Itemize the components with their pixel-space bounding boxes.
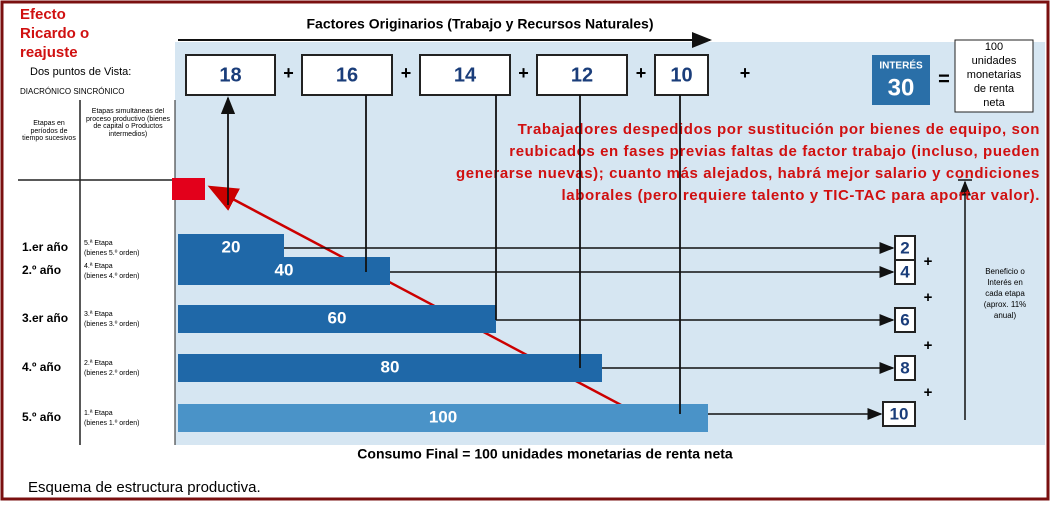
benefit-box bbox=[894, 355, 916, 381]
plus: + bbox=[740, 63, 751, 83]
factor-box bbox=[185, 54, 276, 96]
annotation: Trabajadores despedidos por sustitución … bbox=[518, 121, 1040, 138]
column-header-text: Etapas en períodos de tiempo sucesivos bbox=[22, 120, 76, 143]
factor-value: 18 bbox=[219, 64, 241, 86]
annotation: laborales (pero requiere talento y TIC-T… bbox=[562, 187, 1040, 204]
factor-box bbox=[536, 54, 628, 96]
title: reajuste bbox=[20, 44, 78, 61]
column-header: Etapas en períodos de tiempo sucesivos bbox=[22, 120, 76, 143]
benefit-value: 6 bbox=[900, 310, 909, 329]
benefit-value: 8 bbox=[900, 358, 909, 377]
stage: (bienes 5.º orden) bbox=[84, 250, 139, 257]
bar-value: 20 bbox=[222, 237, 241, 256]
top-label: Factores Originarios (Trabajo y Recursos… bbox=[306, 16, 653, 32]
bar-value: 80 bbox=[381, 357, 400, 376]
factor-box bbox=[301, 54, 393, 96]
stage: (bienes 3.º orden) bbox=[84, 321, 139, 328]
year: 2.º año bbox=[22, 263, 61, 277]
net-income: unidades bbox=[972, 55, 1017, 67]
stage: (bienes 4.º orden) bbox=[84, 273, 139, 280]
stage: 3.ª Etapa bbox=[84, 311, 113, 318]
stage: 4.ª Etapa bbox=[84, 263, 113, 270]
footer: Consumo Final = 100 unidades monetarias … bbox=[357, 446, 733, 462]
plus: + bbox=[283, 63, 294, 83]
plus: + bbox=[924, 337, 933, 354]
factor-value: 14 bbox=[454, 64, 477, 86]
annotation: reubicados en fases previas faltas de fa… bbox=[509, 143, 1040, 160]
plus: + bbox=[401, 63, 412, 83]
interest-label: INTERÉS bbox=[879, 59, 923, 72]
subtitle: Dos puntos de Vista: bbox=[30, 66, 131, 78]
plus: + bbox=[924, 253, 933, 270]
benefit-label: (aprox. 11% bbox=[984, 300, 1027, 309]
net-income: 100 bbox=[985, 41, 1003, 53]
caption: Esquema de estructura productiva. bbox=[28, 479, 261, 496]
year: 5.º año bbox=[22, 410, 61, 424]
bar bbox=[178, 354, 602, 382]
interest-value: 30 bbox=[888, 74, 915, 101]
stage: (bienes 2.º orden) bbox=[84, 370, 139, 377]
benefit-box bbox=[894, 307, 916, 333]
benefit-label: Interés en bbox=[987, 278, 1023, 287]
title: Ricardo o bbox=[20, 25, 89, 42]
benefit-box bbox=[894, 259, 916, 285]
year: 1.er año bbox=[22, 240, 68, 254]
factor-box bbox=[654, 54, 709, 96]
net-income: neta bbox=[983, 97, 1005, 109]
bar-value: 60 bbox=[328, 308, 347, 327]
red-square bbox=[172, 178, 205, 200]
stage: 2.ª Etapa bbox=[84, 360, 113, 367]
benefit-box bbox=[882, 401, 916, 427]
net-income: de renta bbox=[974, 83, 1015, 95]
benefit-label: cada etapa bbox=[985, 289, 1025, 298]
equals: = bbox=[938, 68, 950, 90]
stage: 5.ª Etapa bbox=[84, 240, 113, 247]
column-header: Etapas simultáneas del proceso productiv… bbox=[85, 108, 171, 139]
bar-value: 40 bbox=[275, 260, 294, 279]
net-income-box bbox=[954, 39, 1034, 113]
bar bbox=[178, 257, 390, 285]
plus: + bbox=[924, 289, 933, 306]
title: Efecto bbox=[20, 6, 66, 23]
annotation: generarse nuevas); cuanto más alejados, … bbox=[456, 165, 1040, 182]
interest-box bbox=[872, 55, 930, 105]
views: DIACRÓNICO SINCRÓNICO bbox=[20, 87, 124, 96]
plus: + bbox=[924, 384, 933, 401]
year: 4.º año bbox=[22, 360, 61, 374]
factor-value: 10 bbox=[670, 64, 692, 86]
column-header-text: Etapas simultáneas del proceso productiv… bbox=[85, 108, 171, 139]
bar-value: 100 bbox=[429, 407, 457, 426]
factor-value: 16 bbox=[336, 64, 358, 86]
year: 3.er año bbox=[22, 311, 68, 325]
benefit-value: 10 bbox=[890, 404, 909, 423]
stage: 1.ª Etapa bbox=[84, 410, 113, 417]
benefit-value: 2 bbox=[900, 238, 909, 257]
bar bbox=[178, 305, 496, 333]
bar bbox=[178, 404, 708, 432]
net-income: monetarias bbox=[967, 69, 1022, 81]
benefit-value: 4 bbox=[900, 262, 910, 281]
factor-box bbox=[419, 54, 511, 96]
benefit-label: anual) bbox=[994, 311, 1017, 320]
benefit-label: Beneficio o bbox=[985, 267, 1025, 276]
plus: + bbox=[636, 63, 647, 83]
plus: + bbox=[518, 63, 529, 83]
stage: (bienes 1.º orden) bbox=[84, 420, 139, 427]
factor-value: 12 bbox=[571, 64, 593, 86]
